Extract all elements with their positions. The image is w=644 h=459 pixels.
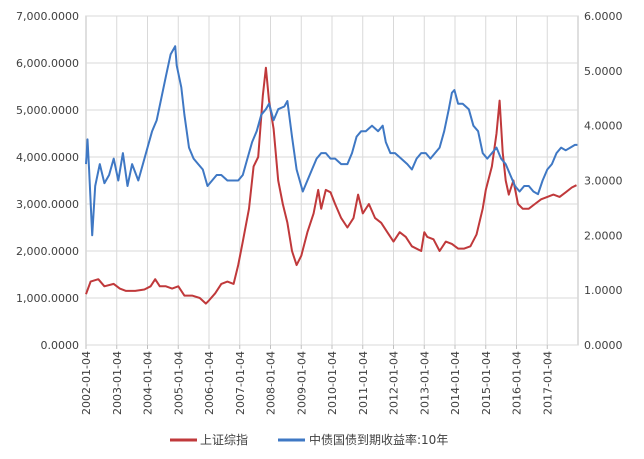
y-left-tick-label: 5,000.0000 bbox=[16, 104, 79, 117]
y-right-tick-label: 2.0000 bbox=[584, 229, 623, 242]
x-tick-label: 2005-01-04 bbox=[172, 351, 185, 415]
y-right-tick-label: 6.0000 bbox=[584, 10, 623, 23]
x-tick-label: 2015-01-04 bbox=[480, 351, 493, 415]
gridlines bbox=[85, 15, 579, 346]
y-left-tick-label: 7,000.0000 bbox=[16, 10, 79, 23]
y-left-tick-label: 2,000.0000 bbox=[16, 245, 79, 258]
x-tick-label: 2011-01-04 bbox=[357, 351, 370, 415]
y-left-tick-label: 6,000.0000 bbox=[16, 57, 79, 70]
x-tick-label: 2006-01-04 bbox=[203, 351, 216, 415]
legend-label-10y-yield: 中债国债到期收益率:10年 bbox=[309, 432, 448, 447]
x-tick-label: 2016-01-04 bbox=[511, 351, 524, 415]
series-line-10y-yield bbox=[85, 45, 578, 237]
x-tick-label: 2017-01-04 bbox=[541, 351, 554, 415]
x-tick-label: 2004-01-04 bbox=[142, 351, 155, 415]
right-y-axis: 0.0000 1.0000 2.0000 3.0000 4.0000 5.0000 6.00… bbox=[584, 10, 623, 352]
series-line-shanghai-composite bbox=[85, 66, 577, 305]
y-left-tick-label: 0.0000 bbox=[41, 339, 80, 352]
left-y-axis: 0.0000 1,000.0000 2,000.0000 3,000.0000 4,00… bbox=[16, 10, 79, 352]
x-tick-label: 2014-01-04 bbox=[449, 351, 462, 415]
legend-label-shanghai-composite: 上证综指 bbox=[200, 432, 248, 447]
y-left-tick-label: 1,000.0000 bbox=[16, 292, 79, 305]
x-tick-label: 2013-01-04 bbox=[418, 351, 431, 415]
x-tick-label: 2009-01-04 bbox=[295, 351, 308, 415]
x-tick-label: 2007-01-04 bbox=[234, 351, 247, 415]
x-tick-label: 2008-01-04 bbox=[265, 351, 278, 415]
y-right-tick-label: 3.0000 bbox=[584, 175, 623, 188]
y-right-tick-label: 4.0000 bbox=[584, 120, 623, 133]
legend: 上证综指 中债国债到期收益率:10年 bbox=[170, 432, 448, 447]
y-right-tick-label: 1.0000 bbox=[584, 284, 623, 297]
y-left-tick-label: 4,000.0000 bbox=[16, 151, 79, 164]
x-tick-label: 2002-01-04 bbox=[80, 351, 93, 415]
series-lines bbox=[85, 45, 578, 305]
y-right-tick-label: 5.0000 bbox=[584, 65, 623, 78]
y-left-tick-label: 3,000.0000 bbox=[16, 198, 79, 211]
x-tick-label: 2010-01-04 bbox=[326, 351, 339, 415]
x-tick-label: 2003-01-04 bbox=[111, 351, 124, 415]
y-right-tick-label: 0.0000 bbox=[584, 339, 623, 352]
x-axis: 2002-01-04 2003-01-04 2004-01-04 2005-01-04… bbox=[80, 345, 554, 415]
x-tick-label: 2012-01-04 bbox=[388, 351, 401, 415]
